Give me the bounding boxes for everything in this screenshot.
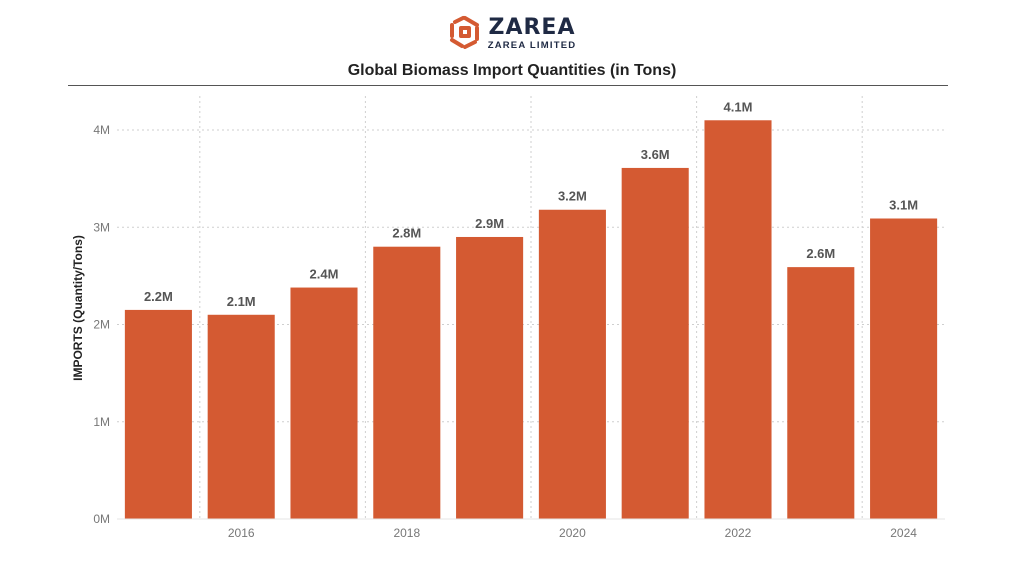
bar <box>124 309 192 519</box>
logo: ZAREA ZAREA LIMITED <box>0 14 1024 54</box>
bar-data-label: 3.1M <box>889 197 918 212</box>
bar-data-label: 2.2M <box>144 289 173 304</box>
brand-subtitle: ZAREA LIMITED <box>487 40 577 52</box>
bar <box>373 246 441 519</box>
bar-data-label: 4.1M <box>724 99 753 114</box>
y-tick-label: 0M <box>93 512 110 526</box>
title-divider <box>68 85 948 86</box>
data-labels: 2.2M 2.1M 2.4M 2.8M 2.9M 3.2M 3.6M 4.1M 2.6M 3.1M <box>144 99 918 309</box>
bars <box>124 120 938 520</box>
zarea-hexagon-logo-icon <box>448 15 482 54</box>
bar-data-label: 2.4M <box>310 267 339 282</box>
y-tick-label: 4M <box>93 123 110 137</box>
bar-data-label: 3.6M <box>641 147 670 162</box>
bar <box>704 120 772 520</box>
axes: 0M 1M 2M 3M 4M 2016 2018 2020 2022 2024 <box>93 123 945 540</box>
logo-text: ZAREA ZAREA LIMITED <box>488 17 577 51</box>
x-tick-label: 2020 <box>559 526 586 540</box>
bar <box>787 267 855 519</box>
x-tick-label: 2022 <box>725 526 752 540</box>
x-tick-label: 2024 <box>890 526 917 540</box>
bar-data-label: 3.2M <box>558 189 587 204</box>
y-tick-label: 1M <box>93 415 110 429</box>
bar-data-label: 2.6M <box>806 246 835 261</box>
chart-title: Global Biomass Import Quantities (in Ton… <box>347 62 677 79</box>
y-tick-label: 3M <box>93 220 110 234</box>
bar <box>538 209 606 519</box>
brand-name: ZAREA <box>488 15 576 41</box>
bar <box>621 167 689 520</box>
y-axis-label: IMPORTS (Quantity/Tons) <box>71 235 85 381</box>
bar-data-label: 2.8M <box>392 226 421 241</box>
bar-data-label: 2.1M <box>227 294 256 309</box>
logo-lockup: ZAREA ZAREA LIMITED <box>448 15 577 54</box>
bar <box>456 236 524 519</box>
bar <box>207 314 275 519</box>
y-tick-label: 2M <box>93 318 110 332</box>
x-tick-label: 2016 <box>228 526 255 540</box>
bar <box>870 218 938 519</box>
x-tick-label: 2018 <box>393 526 420 540</box>
bar <box>290 287 358 519</box>
bar-data-label: 2.9M <box>475 216 504 231</box>
